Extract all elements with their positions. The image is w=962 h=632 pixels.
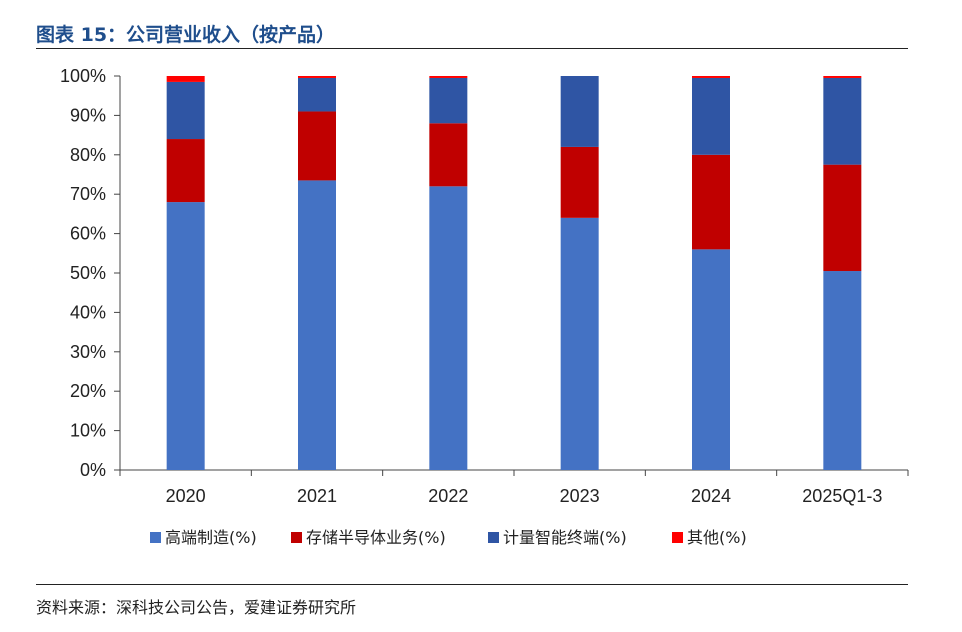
bar-segment	[560, 217, 599, 470]
y-tick-label: 0%	[80, 460, 106, 480]
x-axis-labels: 2020 2021 2022 2023 2024 2025Q1-3	[166, 486, 883, 506]
bar-segment	[429, 186, 468, 470]
bar-segment	[823, 76, 862, 78]
legend-swatch	[488, 532, 499, 543]
bar-segment	[560, 76, 599, 147]
bar-segment	[166, 139, 205, 203]
y-tick-label: 30%	[70, 342, 106, 362]
x-tick-label: 2023	[560, 486, 600, 506]
bar-segment	[429, 76, 468, 78]
bar-segment	[692, 76, 730, 78]
chart-axes: 0% 10% 20% 30% 40% 50% 60% 70% 80% 90% 100%	[60, 66, 909, 480]
y-tick-label: 90%	[70, 105, 106, 125]
y-tick-label: 20%	[70, 381, 106, 401]
legend-swatch	[150, 532, 161, 543]
y-tick-label: 60%	[70, 224, 106, 244]
x-tick-label: 2020	[166, 486, 206, 506]
bar-segment	[429, 77, 468, 124]
y-tick-label: 70%	[70, 184, 106, 204]
chart-legend: 高端制造(%) 存储半导体业务(%) 计量智能终端(%) 其他(%)	[150, 528, 747, 547]
bar-segment	[298, 77, 336, 112]
bar-segment	[823, 77, 862, 165]
y-tick-label: 40%	[70, 302, 106, 322]
x-tick-label: 2022	[428, 486, 468, 506]
y-tick-label: 10%	[70, 421, 106, 441]
bar-segment	[692, 249, 730, 470]
stacked-bar-chart: 0%10%20%30%40%50%60%70%80%90%100% 2020 20…	[60, 66, 909, 547]
bar-segment	[692, 77, 730, 155]
bar-segment	[823, 164, 862, 272]
legend-label: 高端制造(%)	[165, 528, 257, 547]
legend-label: 存储半导体业务(%)	[306, 528, 446, 547]
legend-label: 计量智能终端(%)	[503, 528, 627, 547]
bar-segment	[166, 81, 205, 140]
bar-segment	[298, 111, 336, 181]
x-tick-label: 2021	[297, 486, 337, 506]
bar-segment	[692, 154, 730, 250]
title-divider	[36, 48, 908, 49]
legend-swatch	[291, 532, 302, 543]
bar-segment	[429, 123, 468, 187]
source-divider	[36, 584, 908, 585]
legend-swatch	[672, 532, 683, 543]
bar-segment	[823, 271, 862, 470]
figure-title: 图表 15：公司营业收入（按产品）	[36, 24, 336, 46]
chart-bars	[166, 76, 862, 470]
bar-segment	[166, 76, 205, 82]
bar-segment	[298, 180, 336, 470]
legend-label: 其他(%)	[687, 528, 747, 547]
bar-segment	[298, 76, 336, 78]
y-tick-label: 100%	[60, 66, 106, 86]
source-note: 资料来源：深科技公司公告，爱建证券研究所	[36, 598, 357, 617]
x-tick-label: 2024	[691, 486, 731, 506]
bar-segment	[560, 146, 599, 218]
bar-segment	[166, 202, 205, 470]
x-tick-label: 2025Q1-3	[802, 486, 882, 506]
y-tick-label: 50%	[70, 263, 106, 283]
y-tick-label: 80%	[70, 145, 106, 165]
